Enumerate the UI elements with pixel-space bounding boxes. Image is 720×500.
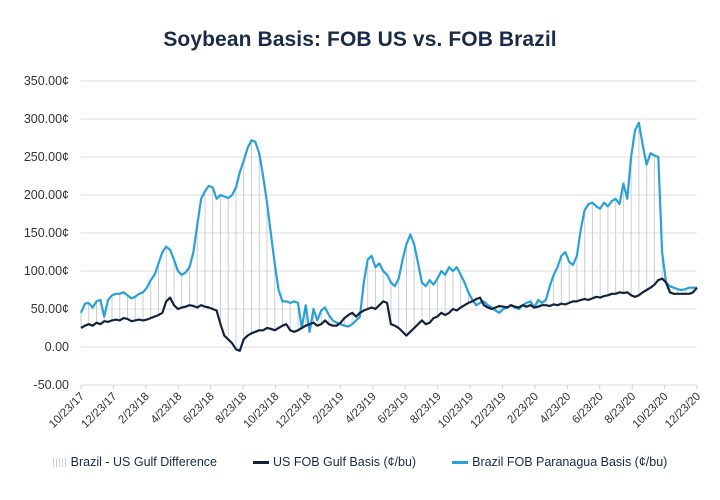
legend-swatch-us-fob (253, 460, 269, 464)
x-tick-label: 12/23/18 (274, 391, 314, 431)
x-tick-label: 12/23/17 (79, 391, 119, 431)
y-tick-label: -50.00 (34, 378, 69, 392)
line-us-fob-gulf (80, 277, 698, 352)
x-tick-label: 6/23/19 (376, 391, 412, 427)
x-tick-label: 4/23/19 (343, 391, 379, 427)
y-tick-label: 200.00¢ (24, 188, 69, 202)
series-lines (79, 121, 698, 352)
chart-title: Soybean Basis: FOB US vs. FOB Brazil (163, 28, 557, 51)
y-tick-label: 150.00¢ (24, 226, 69, 240)
legend-item-us-fob: US FOB Gulf Basis (¢/bu) (253, 455, 416, 469)
legend-item-difference: Brazil - US Gulf Difference (52, 455, 217, 469)
y-tick-label: 350.00¢ (24, 74, 69, 88)
x-tick-label: 2/23/19 (311, 391, 347, 427)
x-tick-label: 12/23/19 (468, 391, 508, 431)
x-tick-label: 2/23/18 (116, 391, 152, 427)
gridlines (80, 80, 698, 389)
x-tick-label: 4/23/20 (538, 391, 574, 427)
x-tick-label: 6/23/18 (181, 391, 217, 427)
legend-label-us-fob: US FOB Gulf Basis (¢/bu) (273, 455, 417, 469)
legend-label-difference: Brazil - US Gulf Difference (70, 455, 217, 469)
legend-swatch-brazil-fob (452, 460, 469, 464)
y-tick-label: 250.00¢ (24, 150, 69, 164)
y-tick-label: 100.00¢ (24, 264, 69, 278)
line-brazil-fob-paranagua (79, 121, 697, 333)
y-tick-label: 0.00 (45, 340, 69, 354)
legend-label-brazil-fob: Brazil FOB Paranagua Basis (¢/bu) (472, 455, 668, 469)
legend-item-brazil-fob: Brazil FOB Paranagua Basis (¢/bu) (452, 455, 667, 469)
legend: Brazil - US Gulf Difference US FOB Gulf … (0, 455, 720, 469)
y-tick-label: 50.00¢ (31, 302, 69, 316)
x-tick-label: 4/23/18 (149, 391, 185, 427)
y-tick-label: 300.00¢ (24, 112, 69, 126)
x-tick-label: 12/23/20 (663, 391, 703, 431)
y-axis-ticks: 350.00¢ 300.00¢ 250.00¢ 200.00¢ 150.00¢ 100.0… (24, 74, 69, 392)
x-tick-label: 6/23/20 (570, 391, 606, 427)
x-tick-label: 2/23/20 (505, 391, 541, 427)
series-brazil-us-difference (80, 122, 694, 350)
x-axis-ticks: 10/23/1712/23/172/23/184/23/186/23/188/2… (47, 391, 703, 431)
legend-swatch-difference (52, 457, 67, 467)
